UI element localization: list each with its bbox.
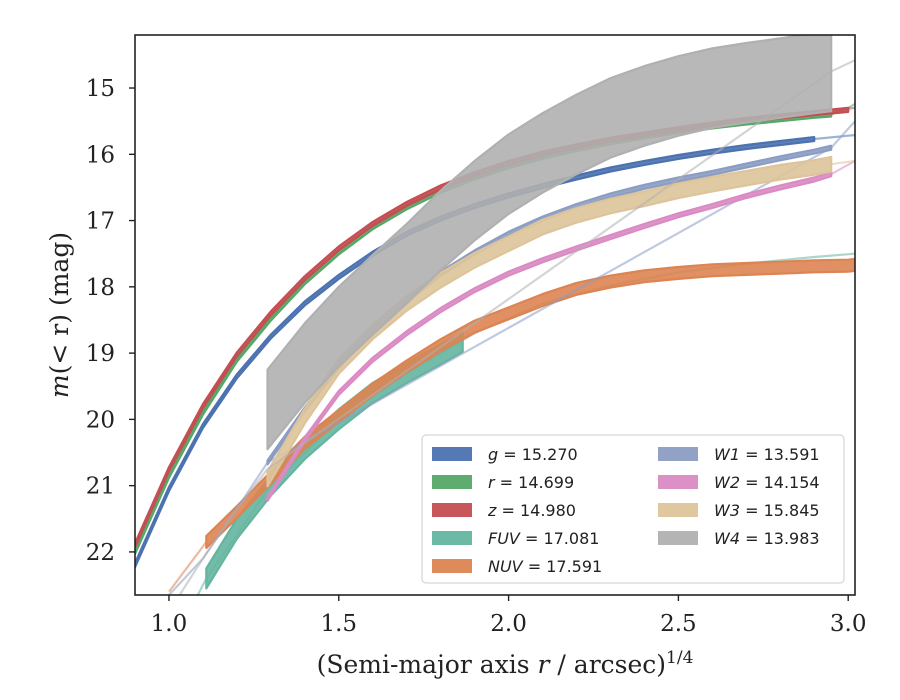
band-g — [135, 136, 816, 569]
legend-label-w4: W4 = 13.983 — [714, 529, 820, 548]
legend-swatch-fuv — [432, 531, 472, 545]
x-tick-label: 1.5 — [320, 611, 357, 637]
model-line-g — [814, 134, 855, 141]
legend-frame — [421, 434, 845, 584]
legend-swatch-w3 — [658, 503, 698, 517]
y-tick-label: 16 — [86, 142, 115, 168]
y-tick-label: 15 — [86, 76, 115, 102]
legend-swatch-nuv — [432, 559, 472, 573]
x-tick-label: 1.0 — [151, 611, 188, 637]
legend-swatch-w4 — [658, 531, 698, 545]
y-tick-label: 18 — [86, 275, 115, 301]
legend: g = 15.270 r = 14.699 z = 14.980 FUV = 17.0… — [421, 434, 845, 584]
legend-label-nuv: NUV = 17.591 — [488, 557, 602, 576]
x-tick-label: 3.0 — [830, 611, 867, 637]
plot-frame — [134, 34, 856, 596]
y-tick-label: 17 — [86, 209, 115, 235]
y-axis-label: m(< r) (mag) — [45, 232, 74, 398]
legend-label-z: z = 14.980 — [487, 501, 576, 520]
y-tick-label: 20 — [86, 407, 115, 433]
y-tick-label: 19 — [86, 341, 115, 367]
legend-swatch-g — [432, 447, 472, 461]
tick-layer: 1.0 1.5 2.0 2.5 3.0 15 16 17 18 19 20 21 22 — [86, 76, 867, 637]
legend-swatch-r — [432, 475, 472, 489]
series-layer — [135, 35, 855, 595]
band-w2 — [266, 171, 833, 502]
y-tick-label: 21 — [86, 474, 115, 500]
legend-label-w3: W3 = 15.845 — [714, 501, 820, 520]
legend-label-g: g = 15.270 — [488, 445, 578, 464]
band-w4 — [266, 35, 833, 451]
legend-swatch-w1 — [658, 447, 698, 461]
model-line-w4 — [178, 59, 855, 595]
x-tick-label: 2.0 — [490, 611, 527, 637]
band-nuv — [205, 257, 855, 549]
model-line-w1 — [168, 120, 855, 595]
model-line-w3 — [831, 159, 855, 166]
legend-label-r: r = 14.699 — [488, 473, 574, 492]
x-axis-label: (Semi-major axis r / arcsec)1/4 — [317, 648, 694, 679]
model-line-w2 — [830, 159, 855, 176]
legend-label-fuv: FUV = 17.081 — [488, 529, 599, 548]
model-line-nuv — [168, 541, 208, 593]
legend-label-w1: W1 = 13.591 — [714, 445, 820, 464]
legend-swatch-w2 — [658, 475, 698, 489]
legend-label-w2: W2 = 14.154 — [714, 473, 820, 492]
x-tick-label: 2.5 — [660, 611, 697, 637]
legend-swatch-z — [432, 503, 472, 517]
band-z — [135, 106, 850, 549]
y-tick-label: 22 — [86, 540, 115, 566]
